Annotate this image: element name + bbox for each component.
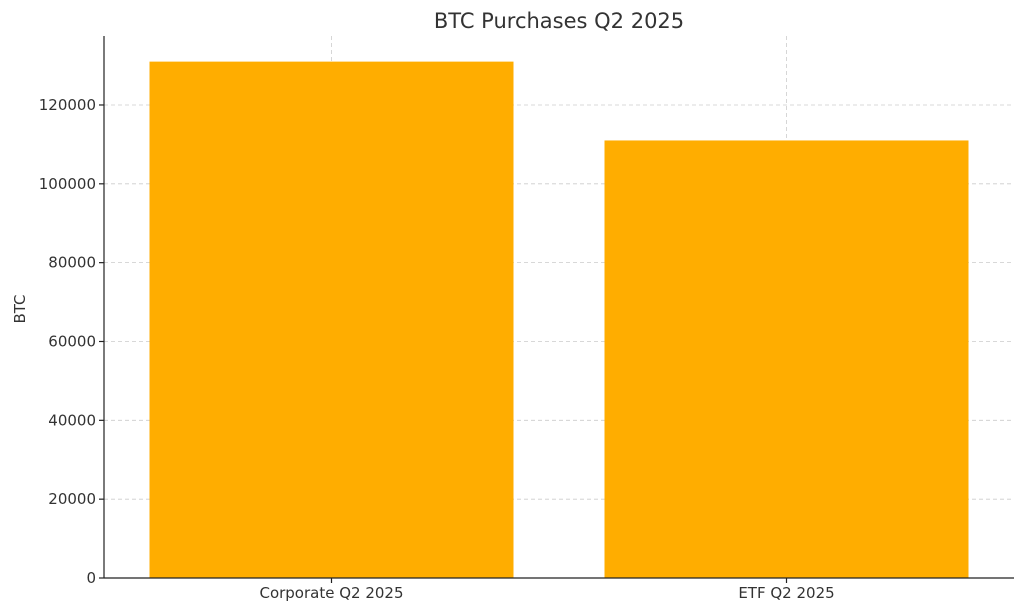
- y-tick-label: 80000: [48, 254, 96, 272]
- y-tick-label: 0: [86, 569, 96, 587]
- y-tick-label: 100000: [39, 175, 96, 193]
- bar-layer: [149, 61, 969, 578]
- x-tick-label: ETF Q2 2025: [738, 584, 834, 602]
- y-tick-label: 120000: [39, 96, 96, 114]
- y-axis-label: BTC: [11, 294, 29, 323]
- y-tick-label: 60000: [48, 332, 96, 350]
- y-tick-label: 20000: [48, 490, 96, 508]
- axis-layer: 0 20000 40000 60000 80000 100000 120000 Corpora…: [39, 36, 1014, 602]
- x-tick-label: Corporate Q2 2025: [259, 584, 403, 602]
- y-tick-label: 40000: [48, 411, 96, 429]
- bar: [149, 61, 514, 578]
- bar: [604, 140, 969, 578]
- chart-title: BTC Purchases Q2 2025: [434, 9, 684, 33]
